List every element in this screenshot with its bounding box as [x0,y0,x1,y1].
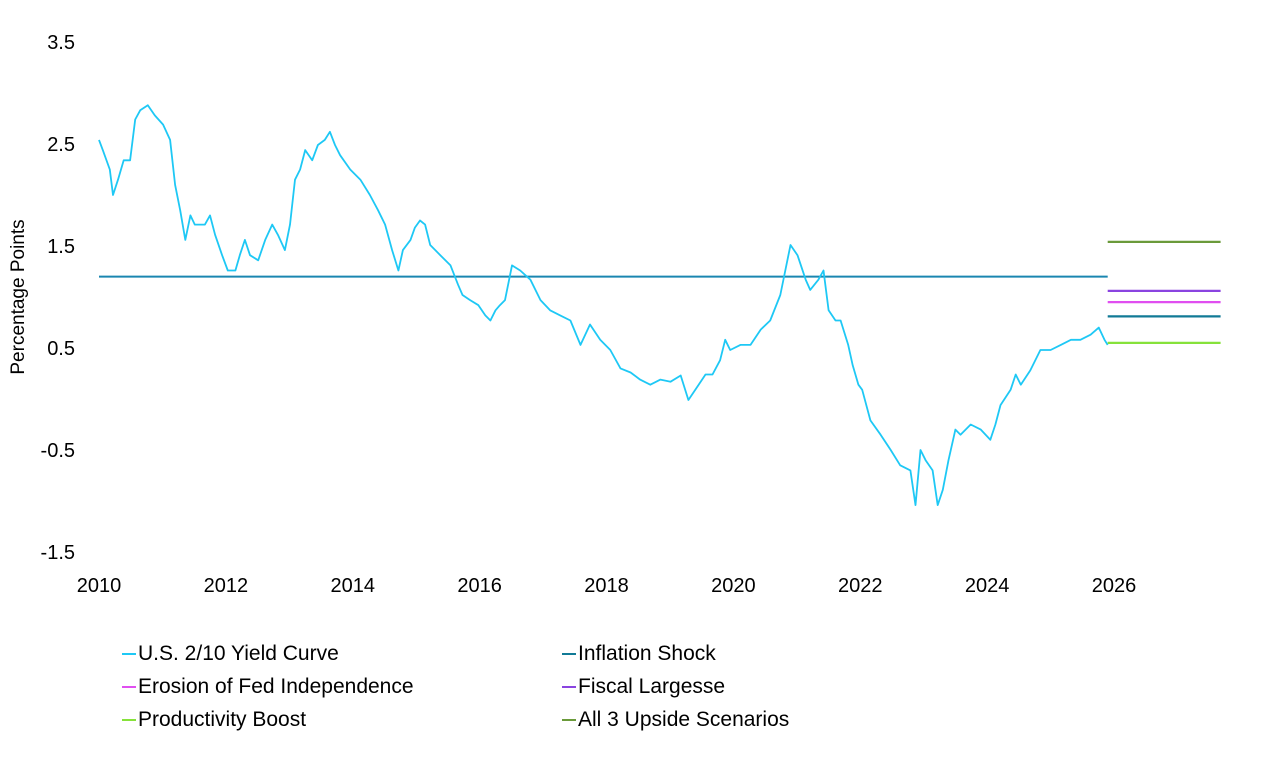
legend-item-all-3-upside: All 3 Upside Scenarios [562,706,882,733]
legend-swatch [122,685,136,688]
legend-swatch [562,652,576,655]
legend-item-yield-curve: U.S. 2/10 Yield Curve [122,640,562,667]
legend-item-productivity-boost: Productivity Boost [122,706,562,733]
series-line-u-s-2-10-yield-curve [98,104,1109,506]
x-tick-label: 2016 [457,575,502,597]
legend-swatch [562,718,576,721]
y-axis-label: Percentage Points [8,219,29,374]
legend-label: Fiscal Largesse [578,674,726,698]
x-tick-label: 2010 [77,575,122,597]
legend-label: Inflation Shock [578,641,716,665]
x-tick-label: 2012 [204,575,249,597]
legend-label: Erosion of Fed Independence [138,674,414,698]
y-tick-label: 2.5 [47,134,75,156]
y-tick-label: 0.5 [47,338,75,360]
y-tick-label: 3.5 [47,32,75,54]
x-tick-label: 2022 [838,575,883,597]
x-tick-label: 2018 [584,575,629,597]
legend-label: Productivity Boost [138,707,307,731]
x-tick-label: 2026 [1092,575,1137,597]
legend-label: U.S. 2/10 Yield Curve [138,641,339,665]
y-tick-label: 1.5 [47,236,75,258]
x-tick-label: 2024 [965,575,1010,597]
legend-label: All 3 Upside Scenarios [578,707,790,731]
y-tick-label: -1.5 [41,542,75,564]
legend-item-fiscal-largesse: Fiscal Largesse [562,673,882,700]
legend-item-inflation-shock: Inflation Shock [562,640,882,667]
legend-item-erosion-fed: Erosion of Fed Independence [122,673,562,700]
x-tick-label: 2014 [331,575,376,597]
legend: U.S. 2/10 Yield Curve Inflation Shock Er… [122,640,882,733]
x-tick-label: 2020 [711,575,756,597]
legend-swatch [122,652,136,655]
legend-swatch [562,685,576,688]
y-tick-label: -0.5 [41,440,75,462]
legend-swatch [122,718,136,721]
